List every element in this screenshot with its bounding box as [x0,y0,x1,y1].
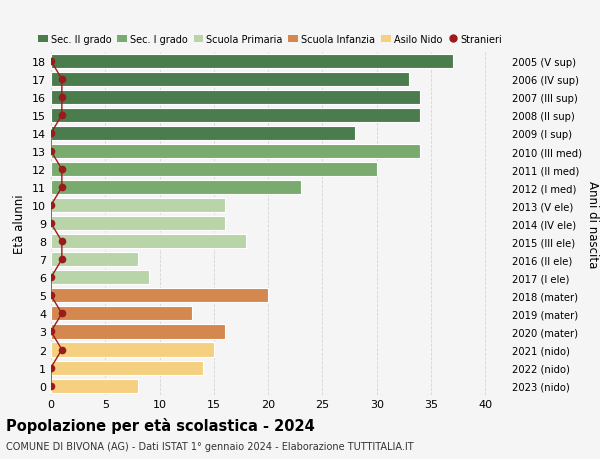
Bar [51,307,192,321]
Bar [51,181,301,195]
Bar [51,127,355,141]
Bar [51,253,138,267]
Bar [51,91,420,105]
Bar [51,163,377,177]
Bar [51,343,214,357]
Bar [51,217,225,231]
Bar [51,379,138,393]
Bar [51,55,453,69]
Bar [51,199,225,213]
Text: Popolazione per età scolastica - 2024: Popolazione per età scolastica - 2024 [6,417,315,433]
Bar [51,325,225,339]
Text: COMUNE DI BIVONA (AG) - Dati ISTAT 1° gennaio 2024 - Elaborazione TUTTITALIA.IT: COMUNE DI BIVONA (AG) - Dati ISTAT 1° ge… [6,441,413,451]
Bar [51,109,420,123]
Bar [51,73,409,87]
Y-axis label: Anni di nascita: Anni di nascita [586,180,599,267]
Bar [51,145,420,159]
Bar [51,289,268,303]
Legend: Sec. II grado, Sec. I grado, Scuola Primaria, Scuola Infanzia, Asilo Nido, Stran: Sec. II grado, Sec. I grado, Scuola Prim… [38,34,502,45]
Bar [51,361,203,375]
Bar [51,235,247,249]
Bar [51,271,149,285]
Y-axis label: Età alunni: Età alunni [13,194,26,253]
